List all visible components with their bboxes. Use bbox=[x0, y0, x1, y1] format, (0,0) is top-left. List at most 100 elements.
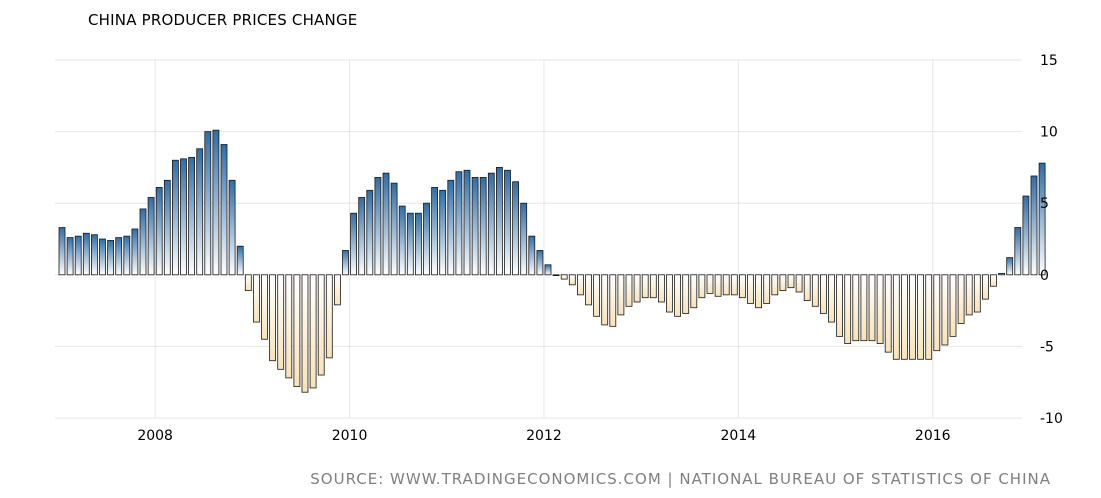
bar-negative bbox=[317, 274, 325, 376]
y-tick-label: 10 bbox=[1040, 125, 1058, 141]
bar-negative bbox=[941, 274, 949, 346]
bar-negative bbox=[787, 274, 795, 289]
bar-negative bbox=[884, 274, 892, 353]
bar-positive bbox=[463, 169, 471, 276]
bar-positive bbox=[155, 187, 163, 276]
bar-negative bbox=[609, 274, 617, 327]
bar-positive bbox=[139, 208, 147, 276]
bar-negative bbox=[901, 274, 908, 360]
bar-negative bbox=[990, 274, 997, 287]
bar-negative bbox=[747, 274, 754, 304]
bar-positive bbox=[131, 228, 139, 276]
y-tick-label: -10 bbox=[1040, 411, 1063, 427]
bar-negative bbox=[333, 274, 341, 306]
bar-negative bbox=[820, 274, 827, 314]
y-tick-label: 0 bbox=[1040, 268, 1049, 284]
bar-negative bbox=[876, 274, 884, 344]
bar-negative bbox=[982, 274, 989, 300]
y-axis-labels: 15 10 5 0 -5 -10 bbox=[1040, 53, 1063, 427]
bar-negative bbox=[852, 274, 860, 342]
bar-positive bbox=[123, 235, 131, 276]
bar-positive bbox=[82, 232, 90, 276]
bar-negative bbox=[803, 274, 811, 301]
bar-negative bbox=[909, 274, 916, 360]
bar-positive bbox=[998, 272, 1005, 276]
bar-negative bbox=[965, 274, 973, 316]
bar-series bbox=[58, 129, 1046, 393]
bar-positive bbox=[204, 131, 212, 276]
bar-negative bbox=[244, 274, 252, 291]
bar-positive bbox=[99, 238, 106, 276]
bar-positive bbox=[455, 171, 463, 276]
bar-negative bbox=[649, 274, 657, 299]
bar-positive bbox=[220, 144, 228, 276]
bar-positive bbox=[552, 274, 560, 276]
bar-positive bbox=[504, 169, 511, 276]
bar-negative bbox=[658, 274, 665, 303]
bar-positive bbox=[520, 202, 528, 276]
bar-positive bbox=[382, 172, 390, 276]
bar-negative bbox=[601, 274, 609, 326]
y-tick-label: 15 bbox=[1040, 53, 1058, 69]
bar-positive bbox=[406, 212, 414, 276]
bar-negative bbox=[949, 274, 957, 337]
bar-positive bbox=[74, 235, 82, 276]
bar-negative bbox=[641, 274, 649, 299]
bar-positive bbox=[350, 212, 358, 276]
bar-positive bbox=[374, 177, 382, 276]
bar-negative bbox=[844, 274, 852, 344]
bar-positive bbox=[414, 212, 422, 276]
x-axis-labels: 2008 2010 2012 2014 2016 bbox=[137, 428, 950, 444]
bar-negative bbox=[811, 274, 819, 307]
bar-negative bbox=[325, 274, 333, 359]
bar-positive bbox=[358, 197, 366, 276]
x-tick-label: 2008 bbox=[137, 428, 173, 444]
bar-negative bbox=[277, 274, 285, 370]
bar-negative bbox=[836, 274, 843, 337]
bar-negative bbox=[925, 274, 933, 360]
bar-negative bbox=[593, 274, 600, 317]
bar-positive bbox=[115, 237, 123, 276]
bar-positive bbox=[447, 179, 455, 276]
bar-positive bbox=[1038, 162, 1046, 276]
bar-negative bbox=[779, 274, 787, 291]
bar-negative bbox=[674, 274, 681, 317]
bar-positive bbox=[107, 240, 114, 276]
bar-negative bbox=[917, 274, 924, 360]
bar-negative bbox=[730, 274, 738, 296]
bar-negative bbox=[577, 274, 584, 296]
x-tick-label: 2014 bbox=[721, 428, 757, 444]
bar-negative bbox=[755, 274, 762, 309]
x-tick-label: 2012 bbox=[526, 428, 562, 444]
bar-negative bbox=[763, 274, 771, 304]
bar-positive bbox=[180, 158, 187, 276]
source-attribution: SOURCE: WWW.TRADINGECONOMICS.COM | NATIO… bbox=[310, 470, 1051, 488]
bar-positive bbox=[188, 156, 196, 276]
bar-positive bbox=[147, 197, 155, 276]
y-tick-label: 5 bbox=[1040, 196, 1049, 212]
bar-negative bbox=[973, 274, 981, 313]
bar-positive bbox=[398, 205, 406, 276]
bar-negative bbox=[568, 274, 576, 286]
bar-negative bbox=[666, 274, 673, 313]
bar-negative bbox=[690, 274, 698, 309]
bar-negative bbox=[285, 274, 293, 379]
x-tick-label: 2016 bbox=[915, 428, 951, 444]
bar-negative bbox=[261, 274, 268, 340]
x-tick-label: 2010 bbox=[332, 428, 368, 444]
bar-negative bbox=[722, 274, 730, 296]
bar-negative bbox=[933, 274, 941, 352]
bar-positive bbox=[471, 177, 479, 276]
bar-negative bbox=[682, 274, 690, 314]
bar-positive bbox=[58, 227, 66, 276]
bar-negative bbox=[860, 274, 868, 342]
bar-negative bbox=[698, 274, 706, 299]
bar-negative bbox=[560, 274, 568, 280]
bar-positive bbox=[536, 250, 544, 276]
bar-negative bbox=[252, 274, 260, 323]
bar-positive bbox=[512, 181, 519, 276]
bar-negative bbox=[706, 274, 714, 294]
bar-negative bbox=[309, 274, 317, 389]
bar-positive bbox=[1006, 257, 1014, 276]
